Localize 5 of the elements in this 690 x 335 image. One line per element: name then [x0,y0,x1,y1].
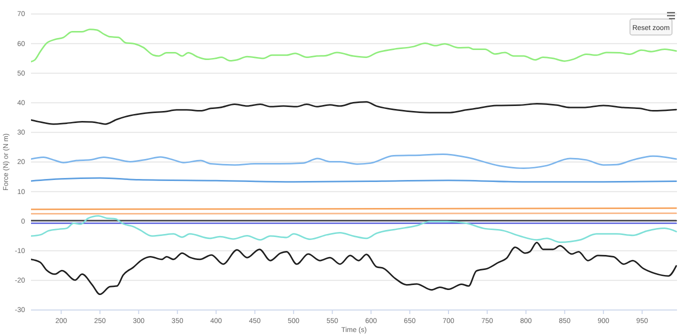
line-series [31,154,677,169]
line-series [31,28,677,62]
line-series [31,242,677,296]
line-series [31,101,677,125]
line-series [31,215,677,243]
